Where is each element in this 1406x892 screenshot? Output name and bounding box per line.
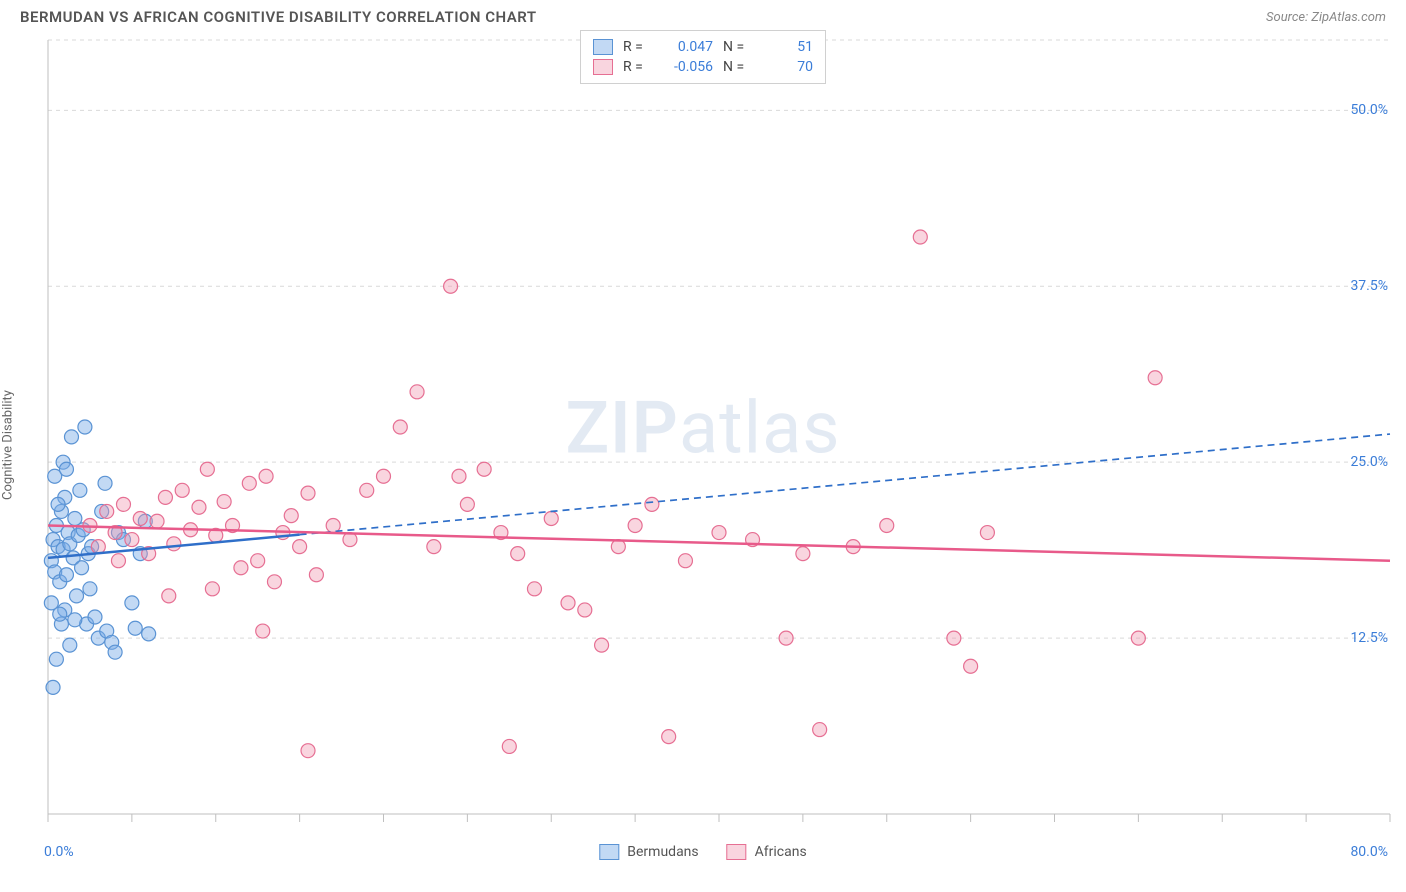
n-value-africans: 70	[761, 59, 813, 75]
chart-area: Cognitive Disability ZIPatlas R = 0.047 …	[0, 30, 1406, 860]
x-axis-max-label: 80.0%	[1350, 844, 1388, 860]
stat-row-africans: R = -0.056 N = 70	[593, 57, 813, 77]
stat-legend-box: R = 0.047 N = 51 R = -0.056 N = 70	[580, 30, 826, 84]
scatter-plot-svg	[0, 30, 1406, 860]
swatch-africans	[593, 59, 613, 75]
stat-row-bermudans: R = 0.047 N = 51	[593, 37, 813, 57]
r-value-africans: -0.056	[661, 59, 713, 75]
chart-source: Source: ZipAtlas.com	[1266, 10, 1386, 25]
n-value-bermudans: 51	[761, 39, 813, 55]
n-label: N =	[723, 59, 751, 75]
n-label: N =	[723, 39, 751, 55]
r-label: R =	[623, 39, 651, 55]
bottom-legend: Bermudans Africans	[599, 844, 806, 860]
legend-label-africans: Africans	[755, 844, 807, 860]
y-tick-label: 50.0%	[1350, 102, 1388, 118]
swatch-bermudans	[599, 844, 619, 860]
legend-item-bermudans: Bermudans	[599, 844, 698, 860]
x-axis-min-label: 0.0%	[44, 844, 74, 860]
chart-header: BERMUDAN VS AFRICAN COGNITIVE DISABILITY…	[0, 0, 1406, 30]
r-label: R =	[623, 59, 651, 75]
swatch-africans	[727, 844, 747, 860]
y-tick-label: 12.5%	[1350, 630, 1388, 646]
y-tick-label: 37.5%	[1350, 278, 1388, 294]
chart-title: BERMUDAN VS AFRICAN COGNITIVE DISABILITY…	[20, 8, 537, 26]
y-tick-label: 25.0%	[1350, 454, 1388, 470]
swatch-bermudans	[593, 39, 613, 55]
y-axis-label: Cognitive Disability	[1, 390, 16, 500]
r-value-bermudans: 0.047	[661, 39, 713, 55]
legend-item-africans: Africans	[727, 844, 807, 860]
legend-label-bermudans: Bermudans	[627, 844, 698, 860]
